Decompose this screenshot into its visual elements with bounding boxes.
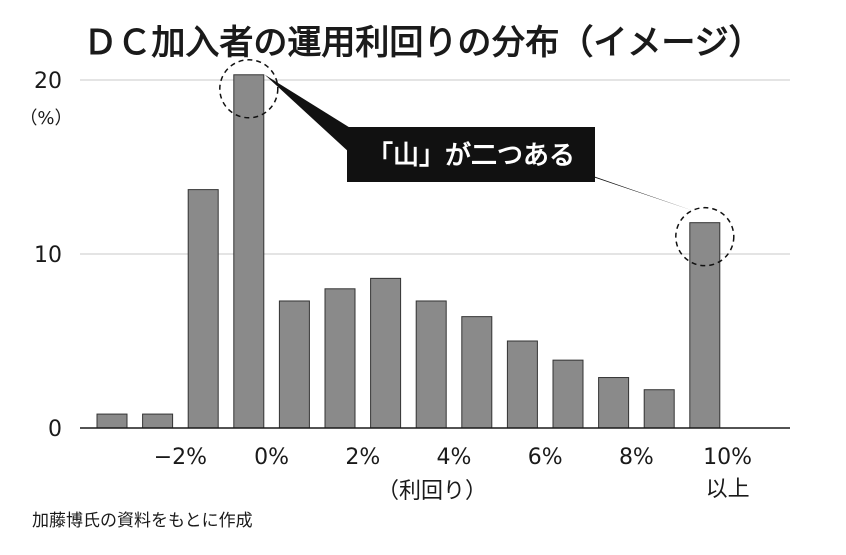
bar — [233, 74, 265, 429]
bar — [461, 316, 493, 429]
x-axis-label: （利回り） — [377, 479, 487, 504]
bar — [552, 359, 584, 429]
annotation-circle — [675, 206, 735, 267]
annotation-text: 「山」が二つある — [367, 140, 575, 171]
y-tick-label: 20 — [34, 69, 62, 94]
bar — [278, 300, 310, 429]
bar — [643, 389, 675, 429]
annotation-pointer-right — [570, 168, 693, 211]
bar — [187, 189, 219, 429]
annotation: 「山」が二つある — [219, 59, 735, 267]
bar — [689, 222, 721, 429]
y-axis-unit: （%） — [19, 108, 72, 129]
bar — [506, 340, 538, 429]
chart-title: ＤＣ加入者の運用利回りの分布（イメージ） — [83, 23, 762, 63]
x-tick-label: 10% — [703, 445, 752, 470]
x-tick-label: −2% — [154, 445, 207, 470]
bar — [324, 288, 356, 429]
x-tick-label: 4% — [437, 445, 472, 470]
bar — [415, 300, 447, 429]
bar — [96, 413, 128, 429]
bar — [370, 277, 402, 429]
y-axis-ticks: 0 10 20 — [34, 69, 62, 442]
x-tick-label: 6% — [528, 445, 563, 470]
x-tick-label: 8% — [619, 445, 654, 470]
y-tick-label: 10 — [34, 243, 62, 268]
bars — [96, 74, 721, 429]
y-tick-label: 0 — [48, 417, 62, 442]
x-axis-ticks: −2% 0% 2% 4% 6% 8% 10% — [154, 445, 752, 470]
x-tick-label: 2% — [345, 445, 380, 470]
bar — [142, 413, 174, 429]
x-tick-label: 0% — [254, 445, 289, 470]
source-note: 加藤博氏の資料をもとに作成 — [32, 511, 253, 531]
annotation-circle — [219, 59, 279, 119]
bar — [598, 377, 630, 429]
annotation-box — [347, 127, 595, 182]
x-tick-sublabel: 以上 — [706, 477, 750, 502]
